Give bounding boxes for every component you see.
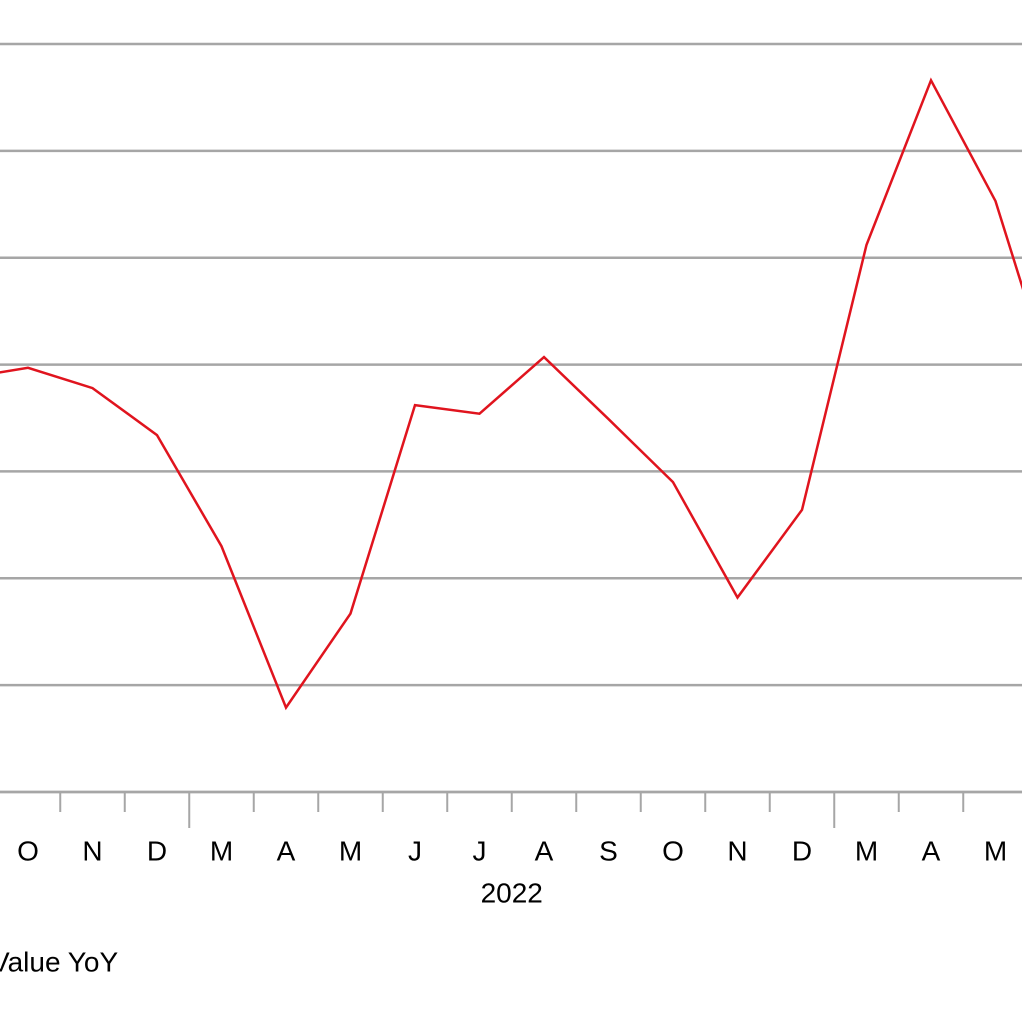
x-tick-label: M: [984, 835, 1007, 866]
x-tick-label: A: [922, 835, 941, 866]
x-tick-label: J: [473, 835, 487, 866]
x-tick-label: D: [792, 835, 812, 866]
x-tick-label: N: [727, 835, 747, 866]
x-tick-label: D: [147, 835, 167, 866]
x-tick-label: O: [662, 835, 684, 866]
x-tick-label: M: [339, 835, 362, 866]
x-tick-label: M: [210, 835, 233, 866]
x-group-label: 2022: [481, 877, 543, 908]
legend-label: Value YoY: [0, 946, 118, 977]
x-tick-label: A: [535, 835, 554, 866]
x-tick-label: J: [408, 835, 422, 866]
x-tick-label: N: [82, 835, 102, 866]
x-tick-label: O: [17, 835, 39, 866]
x-tick-label: M: [855, 835, 878, 866]
x-tick-label: A: [277, 835, 296, 866]
x-tick-label: S: [599, 835, 618, 866]
line-series: [0, 77, 1022, 711]
